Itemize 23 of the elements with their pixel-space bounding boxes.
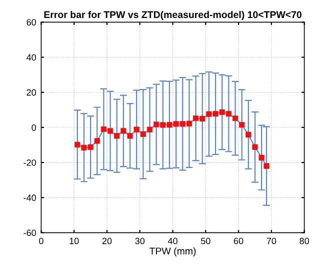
point bbox=[239, 122, 245, 128]
x-tick-label: 70 bbox=[266, 238, 276, 244]
chart-title: Error bar for TPW vs ZTD(measured-model) 10<TPW<70 bbox=[44, 10, 302, 20]
point bbox=[226, 110, 232, 117]
x-tick-label: 20 bbox=[102, 238, 112, 244]
point bbox=[192, 115, 199, 122]
y-tick-label: -60 bbox=[24, 230, 36, 236]
y-tick-label: 60 bbox=[26, 19, 36, 26]
x-tick-label: 80 bbox=[300, 238, 309, 244]
y-tick-label: 0 bbox=[32, 124, 36, 131]
y-tick-label: -40 bbox=[24, 194, 36, 201]
x-tick-label: 0 bbox=[39, 238, 44, 244]
y-tick-label: -20 bbox=[24, 159, 36, 166]
x-tick-label: 30 bbox=[135, 238, 145, 244]
x-tick-label: 50 bbox=[200, 238, 210, 244]
point bbox=[100, 126, 107, 132]
x-tick-label: 60 bbox=[234, 238, 244, 244]
x-axis-title: TPW (mm) bbox=[150, 247, 196, 256]
y-tick-label: 40 bbox=[26, 54, 36, 61]
x-tick-label: 40 bbox=[168, 238, 178, 244]
y-tick-label: 20 bbox=[26, 89, 36, 96]
point bbox=[232, 115, 238, 122]
x-tick-label: 10 bbox=[70, 238, 79, 244]
